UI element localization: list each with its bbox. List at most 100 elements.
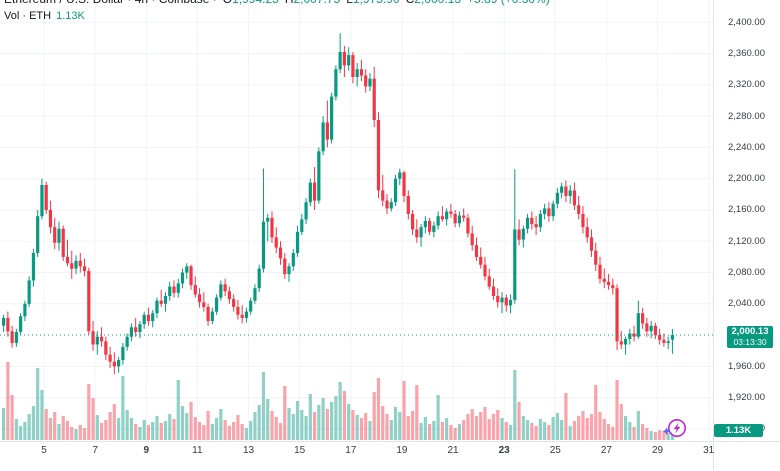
- time-tick-label: 17: [345, 445, 357, 456]
- candle: [483, 256, 487, 281]
- time-tick-label: 21: [447, 445, 459, 456]
- candle: [159, 289, 163, 307]
- symbol-title[interactable]: Ethereum / U.S. Dollar · 4h · Coinbase ·: [4, 0, 217, 6]
- volume-bar: [581, 411, 585, 440]
- volume-bar: [338, 382, 342, 440]
- volume-bar: [423, 417, 427, 440]
- volume-bar: [376, 378, 381, 440]
- candle: [508, 294, 513, 314]
- candle: [227, 286, 231, 304]
- volume-bar: [389, 420, 393, 440]
- candle: [547, 202, 551, 222]
- volume-bar: [628, 422, 632, 440]
- volume-bar: [517, 402, 521, 440]
- candle: [6, 311, 10, 337]
- volume-bar: [168, 414, 172, 440]
- ohlc-key: H: [285, 0, 294, 6]
- volume-bar: [2, 408, 6, 440]
- candle: [581, 206, 585, 234]
- volume-bar: [487, 419, 491, 440]
- candle: [598, 256, 602, 284]
- volume-bar: [385, 414, 389, 440]
- volume-bar: [534, 426, 538, 440]
- candle: [125, 333, 129, 351]
- candle: [602, 268, 606, 289]
- time-tick-label: 19: [396, 445, 408, 456]
- candle: [283, 253, 287, 279]
- volume-bar: [432, 421, 436, 440]
- candle: [14, 328, 18, 347]
- candle: [436, 211, 440, 230]
- volume-bar: [381, 406, 385, 440]
- candle: [308, 178, 312, 207]
- candle: [342, 45, 346, 77]
- volume-bar: [479, 412, 483, 440]
- candle: [423, 216, 427, 234]
- time-tick-label: 5: [41, 445, 47, 456]
- candle: [270, 211, 274, 243]
- candle: [138, 321, 142, 339]
- candle: [249, 297, 253, 315]
- volume-series: [2, 362, 675, 440]
- candle: [589, 229, 594, 257]
- volume-bar: [163, 421, 168, 440]
- volume-bar: [48, 418, 53, 440]
- volume-bar: [197, 422, 202, 440]
- candles-series: [2, 33, 675, 375]
- candle: [257, 264, 261, 293]
- candle: [389, 198, 393, 212]
- volume-bar: [244, 428, 249, 440]
- time-tick-label: 11: [192, 445, 203, 456]
- candle: [312, 167, 317, 210]
- volume-bar: [632, 427, 636, 440]
- price-axis[interactable]: [713, 0, 780, 470]
- volume-bar: [521, 416, 525, 440]
- candle: [658, 328, 662, 345]
- candle: [291, 249, 295, 271]
- candle: [334, 65, 338, 101]
- candle: [585, 217, 589, 243]
- candle: [606, 274, 611, 290]
- volume-bar: [91, 398, 95, 440]
- volume-bar: [641, 424, 645, 440]
- candle: [330, 92, 334, 144]
- candle: [525, 213, 530, 234]
- time-axis[interactable]: [0, 441, 780, 471]
- candle: [91, 321, 95, 351]
- candle: [10, 325, 14, 348]
- candle: [662, 333, 666, 347]
- candle: [31, 249, 36, 287]
- price-tick-label: 2,280.00: [728, 110, 765, 122]
- volume-bar: [658, 430, 662, 440]
- volume-bar: [551, 417, 555, 440]
- volume-bar: [287, 408, 291, 440]
- candle: [240, 305, 244, 324]
- candle: [381, 174, 385, 207]
- candle: [2, 314, 6, 332]
- candle: [445, 208, 449, 226]
- volume-bar: [10, 395, 14, 440]
- candle: [623, 336, 628, 355]
- candle: [261, 168, 266, 273]
- candle: [193, 276, 197, 298]
- volume-bar: [594, 385, 598, 440]
- candle: [551, 200, 555, 221]
- volume-bar: [513, 370, 517, 440]
- candle: [104, 336, 108, 361]
- lightning-icon[interactable]: [658, 414, 694, 442]
- volume-bar: [410, 411, 415, 440]
- volume-bar: [615, 380, 619, 440]
- volume-bar: [547, 425, 551, 440]
- volume-bar: [419, 423, 423, 440]
- ohlc-values: O1,994.25 H2,007.75 L1,975.90 C2,000.13: [217, 0, 461, 6]
- candle: [440, 206, 444, 222]
- candle: [453, 210, 457, 228]
- volume-bar: [300, 410, 304, 440]
- candle: [534, 216, 538, 235]
- chart-legend: Ethereum / U.S. Dollar · 4h · Coinbase ·…: [4, 0, 550, 22]
- candle: [321, 116, 325, 156]
- volume-bar: [504, 422, 508, 440]
- candle: [40, 178, 44, 220]
- volume-bar: [334, 396, 338, 440]
